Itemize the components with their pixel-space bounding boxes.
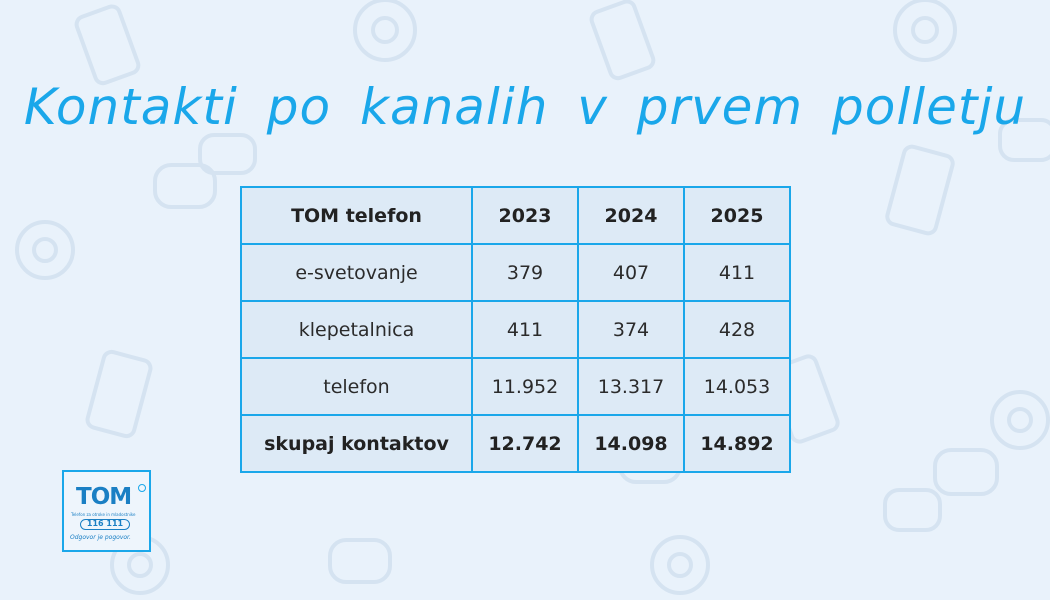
at-icon (893, 0, 957, 62)
table-cell: 374 (577, 300, 685, 359)
chat-bubble-icon (328, 538, 392, 584)
total-label: skupaj kontaktov (240, 414, 473, 473)
table-total-row: skupaj kontaktov 12.742 14.098 14.892 (240, 414, 791, 473)
table-row: e-svetovanje 379 407 411 (240, 243, 791, 302)
phone-icon (74, 4, 141, 86)
table-cell: 11.952 (471, 357, 579, 416)
table-cell: 13.317 (577, 357, 685, 416)
header-cell: TOM telefon (240, 186, 473, 245)
phone-icon (85, 349, 153, 439)
phone-icon (885, 144, 955, 236)
chat-bubble-icon (198, 133, 257, 175)
total-cell: 14.098 (577, 414, 685, 473)
contacts-table: TOM telefon 2023 2024 2025 e-svetovanje … (240, 186, 791, 473)
at-icon (15, 220, 75, 280)
chat-bubble-icon (883, 488, 942, 532)
table-row: telefon 11.952 13.317 14.053 (240, 357, 791, 416)
chat-bubble-icon (153, 163, 217, 209)
logo-tagline: Odgovor je pogovor. (70, 534, 131, 541)
header-cell: 2025 (683, 186, 791, 245)
header-cell: 2024 (577, 186, 685, 245)
logo-subtitle: Telefon za otroke in mladostnike (71, 512, 136, 517)
header-cell: 2023 (471, 186, 579, 245)
chat-bubble-icon (998, 118, 1050, 162)
at-icon (650, 535, 710, 595)
chat-bubble-icon (933, 448, 999, 496)
tom-logo: TOM Telefon za otroke in mladostnike 116… (62, 470, 151, 552)
at-icon (353, 0, 417, 62)
total-cell: 12.742 (471, 414, 579, 473)
table-cell: 407 (577, 243, 685, 302)
registered-icon (138, 484, 146, 492)
table-row: klepetalnica 411 374 428 (240, 300, 791, 359)
phone-icon (589, 0, 656, 81)
logo-wordmark: TOM (76, 484, 132, 510)
table-cell: 411 (471, 300, 579, 359)
table-header-row: TOM telefon 2023 2024 2025 (240, 186, 791, 245)
row-label: klepetalnica (240, 300, 473, 359)
row-label: telefon (240, 357, 473, 416)
row-label: e-svetovanje (240, 243, 473, 302)
table-cell: 428 (683, 300, 791, 359)
table-cell: 411 (683, 243, 791, 302)
page-title: Kontakti po kanalih v prvem polletju (23, 78, 1027, 136)
logo-phone-number: 116 111 (80, 519, 130, 530)
at-icon (990, 390, 1050, 450)
table-cell: 14.053 (683, 357, 791, 416)
table-cell: 379 (471, 243, 579, 302)
total-cell: 14.892 (683, 414, 791, 473)
